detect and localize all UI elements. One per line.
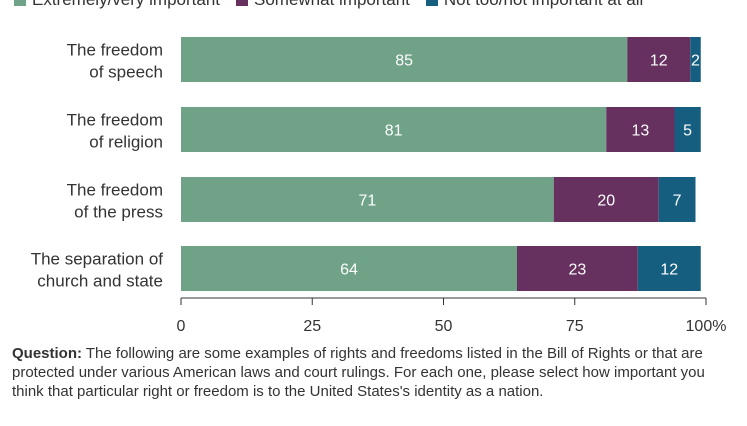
bar-segment [627, 37, 691, 82]
bar-segment [181, 107, 607, 152]
chart-legend: Extremely/very important Somewhat importa… [14, 0, 643, 12]
x-tick-label: 50 [435, 318, 453, 335]
category-label: The freedom of the press [67, 181, 163, 222]
data-label: 7 [673, 193, 682, 210]
data-label: 5 [683, 123, 692, 140]
legend-swatch [425, 0, 438, 6]
bar-segment [606, 107, 675, 152]
data-label: 85 [395, 53, 413, 70]
data-label: 81 [385, 123, 403, 140]
legend-label: Somewhat important [254, 0, 410, 10]
bar-segment [181, 177, 554, 222]
bar-segment [674, 107, 701, 152]
x-tick-label: 100% [686, 318, 727, 335]
bar-segment [553, 177, 659, 222]
data-label: 12 [660, 262, 678, 279]
bar-segment [658, 177, 696, 222]
bar-segment [181, 37, 628, 82]
bar-segment [637, 246, 701, 291]
legend-item-2: Not too/not important at all [425, 0, 643, 10]
question-text: The following are some examples of right… [12, 345, 705, 400]
bar-segment [181, 246, 517, 291]
category-label: The freedom of religion [67, 111, 163, 152]
data-label: 20 [597, 193, 615, 210]
x-tick-label: 75 [566, 318, 584, 335]
legend-label: Extremely/very important [32, 0, 220, 10]
data-label: 23 [568, 262, 586, 279]
data-label: 64 [340, 262, 358, 279]
data-label: 71 [358, 193, 376, 210]
legend-swatch [14, 0, 26, 6]
legend-item-0: Extremely/very important [14, 0, 220, 10]
x-tick-label: 0 [177, 318, 186, 335]
legend-swatch [236, 0, 248, 6]
stacked-bar-chart: The freedom of speech 85 12 2 The freedom of r… [31, 37, 727, 335]
x-tick-label: 25 [303, 318, 321, 335]
legend-item-1: Somewhat important [236, 0, 410, 10]
question-label: Question: [12, 345, 82, 362]
bar-segment [690, 37, 701, 82]
data-label: 2 [691, 53, 700, 70]
category-label: The freedom of speech [67, 41, 163, 82]
category-label: The separation of church and state [31, 250, 164, 291]
data-label: 13 [631, 123, 649, 140]
question-note: Question: The following are some example… [12, 344, 736, 401]
legend-label: Not too/not important at all [444, 0, 643, 10]
data-label: 12 [650, 53, 668, 70]
bar-segment [517, 246, 638, 291]
